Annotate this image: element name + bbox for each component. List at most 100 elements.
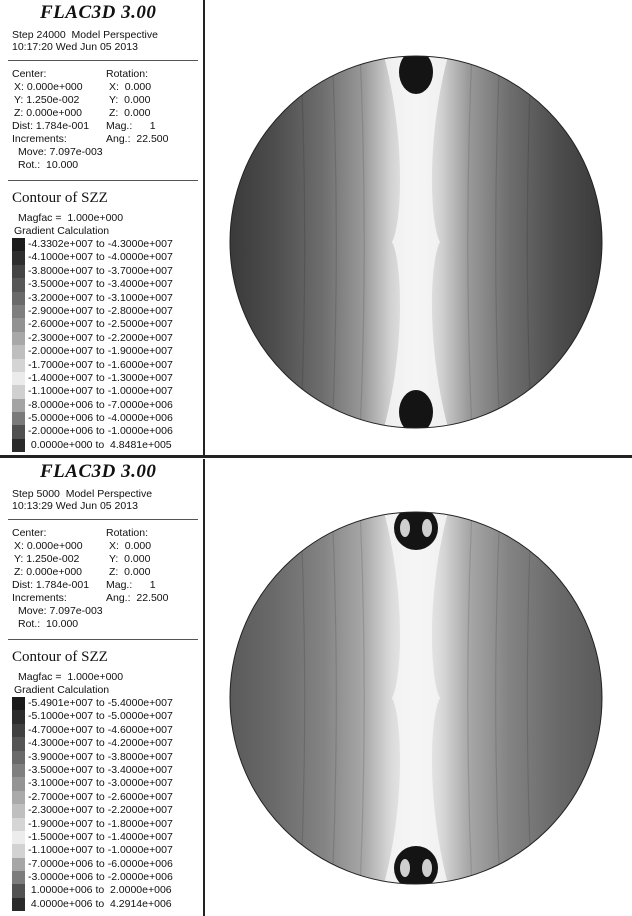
legend-item: -7.0000e+006 to -6.0000e+006 — [12, 857, 202, 872]
mag-value: Mag.: 1 — [106, 120, 156, 132]
contour-band-edge — [526, 512, 532, 884]
legend-label: -3.5000e+007 to -3.4000e+007 — [28, 763, 173, 776]
divider — [8, 519, 198, 520]
specimen-outline — [229, 55, 603, 429]
legend-swatch — [12, 304, 25, 319]
legend-item: 0.0000e+000 to 4.8481e+005 — [12, 438, 202, 453]
legend-item: -3.1000e+007 to -3.0000e+007 — [12, 777, 202, 791]
dist-value: Dist: 1.784e-001 — [12, 579, 90, 591]
low-stress-core — [384, 512, 448, 884]
tensile-lobe — [400, 519, 410, 537]
legend-swatch — [12, 238, 25, 252]
legend-item: -8.0000e+006 to -7.0000e+006 — [12, 398, 202, 413]
legend-item: -2.3000e+007 to -2.2000e+007 — [12, 804, 202, 818]
stress-field — [230, 56, 602, 428]
model-panel-top: FLAC3D 3.00 Step 24000 Model Perspective… — [0, 0, 632, 455]
legend-label: -4.1000e+007 to -4.0000e+007 — [28, 251, 173, 264]
divider — [8, 60, 198, 61]
rotation-y: Y: 0.000 — [109, 94, 151, 106]
legend-label: -1.1000e+007 to -1.0000e+007 — [28, 385, 173, 398]
legend-label: -2.0000e+007 to -1.9000e+007 — [28, 345, 173, 358]
legend-item: -3.0000e+006 to -2.0000e+006 — [12, 871, 202, 885]
rotation-z: Z: 0.000 — [109, 107, 151, 119]
legend-label: -4.3000e+007 to -4.2000e+007 — [28, 737, 173, 750]
contour-legend: -5.4901e+007 to -5.4000e+007 -5.1000e+007… — [12, 697, 202, 912]
legend-swatch — [12, 438, 25, 453]
legend-label: 0.0000e+000 to 4.8481e+005 — [28, 438, 172, 451]
dist-value: Dist: 1.784e-001 — [12, 120, 90, 132]
legend-item: -2.9000e+007 to -2.8000e+007 — [12, 304, 202, 319]
rotation-y: Y: 0.000 — [109, 553, 151, 565]
center-x: X: 0.000e+000 — [14, 540, 83, 552]
legend-swatch — [12, 278, 25, 292]
legend-label: -2.9000e+007 to -2.8000e+007 — [28, 304, 173, 317]
center-y: Y: 1.250e-002 — [14, 553, 80, 565]
legend-item: -2.6000e+007 to -2.5000e+007 — [12, 318, 202, 332]
legend-label: -1.5000e+007 to -1.4000e+007 — [28, 830, 173, 843]
legend-swatch — [12, 857, 25, 872]
legend-swatch — [12, 264, 25, 279]
legend-item: -3.5000e+007 to -3.4000e+007 — [12, 278, 202, 292]
step-line: Step 24000 Model Perspective — [12, 29, 158, 41]
stress-concentration — [399, 56, 433, 94]
tensile-lobe — [400, 859, 410, 877]
legend-swatch — [12, 710, 25, 724]
contour-band-edge — [359, 56, 365, 428]
contour-title: Contour of SZZ — [12, 649, 108, 665]
contour-band-edge — [331, 56, 337, 428]
legend-swatch — [12, 763, 25, 778]
panel-separator — [0, 455, 632, 458]
legend-item: -2.7000e+007 to -2.6000e+007 — [12, 790, 202, 805]
legend-item: -3.5000e+007 to -3.4000e+007 — [12, 763, 202, 778]
tensile-lobe — [422, 519, 432, 537]
contour-band-edge — [526, 56, 532, 428]
legend-item: -4.7000e+007 to -4.6000e+007 — [12, 723, 202, 738]
legend-item: -5.4901e+007 to -5.4000e+007 — [12, 697, 202, 711]
legend-item: -1.1000e+007 to -1.0000e+007 — [12, 385, 202, 399]
legend-item: -1.4000e+007 to -1.3000e+007 — [12, 371, 202, 386]
legend-label: -8.0000e+006 to -7.0000e+006 — [28, 398, 173, 411]
legend-label: -2.0000e+006 to -1.0000e+006 — [28, 425, 173, 438]
legend-swatch — [12, 844, 25, 858]
legend-swatch — [12, 737, 25, 751]
magfac-value: Magfac = 1.000e+000 — [18, 671, 124, 683]
legend-item: -2.0000e+007 to -1.9000e+007 — [12, 345, 202, 359]
legend-label: -5.0000e+006 to -4.0000e+006 — [28, 412, 173, 425]
legend-item: 4.0000e+006 to 4.2914e+006 — [12, 897, 202, 912]
move-value: Move: 7.097e-003 — [18, 146, 103, 158]
legend-label: 4.0000e+006 to 4.2914e+006 — [28, 897, 172, 910]
magfac-value: Magfac = 1.000e+000 — [18, 212, 124, 224]
legend-swatch — [12, 750, 25, 764]
stress-concentration — [394, 512, 438, 550]
center-y: Y: 1.250e-002 — [14, 94, 80, 106]
contour-band-edge — [359, 512, 365, 884]
legend-swatch — [12, 817, 25, 831]
legend-item: -5.0000e+006 to -4.0000e+006 — [12, 412, 202, 426]
info-sidebar: FLAC3D 3.00 Step 24000 Model Perspective… — [0, 0, 205, 455]
contour-band-edge — [331, 512, 337, 884]
contour-band-edge — [467, 56, 473, 428]
legend-label: -5.4901e+007 to -5.4000e+007 — [28, 697, 173, 709]
legend-swatch — [12, 331, 25, 346]
rotation-z: Z: 0.000 — [109, 566, 151, 578]
model-panel-bottom: FLAC3D 3.00 Step 5000 Model Perspective … — [0, 459, 632, 916]
legend-swatch — [12, 385, 25, 399]
stress-concentration — [399, 390, 433, 428]
legend-label: -2.6000e+007 to -2.5000e+007 — [28, 318, 173, 331]
move-value: Move: 7.097e-003 — [18, 605, 103, 617]
mag-value: Mag.: 1 — [106, 579, 156, 591]
legend-swatch — [12, 830, 25, 845]
legend-item: -4.3000e+007 to -4.2000e+007 — [12, 737, 202, 751]
contour-band-edge — [495, 512, 501, 884]
legend-item: -2.3000e+007 to -2.2000e+007 — [12, 331, 202, 346]
tensile-lobe — [422, 859, 432, 877]
rotation-label: Rotation: — [106, 527, 149, 539]
contour-band-edge — [495, 56, 501, 428]
legend-item: -1.5000e+007 to -1.4000e+007 — [12, 830, 202, 845]
legend-item: -3.9000e+007 to -3.8000e+007 — [12, 750, 202, 764]
legend-swatch — [12, 345, 25, 359]
legend-swatch — [12, 425, 25, 439]
gradient-label: Gradient Calculation — [14, 225, 110, 237]
legend-item: -5.1000e+007 to -5.0000e+007 — [12, 710, 202, 724]
legend-swatch — [12, 723, 25, 738]
